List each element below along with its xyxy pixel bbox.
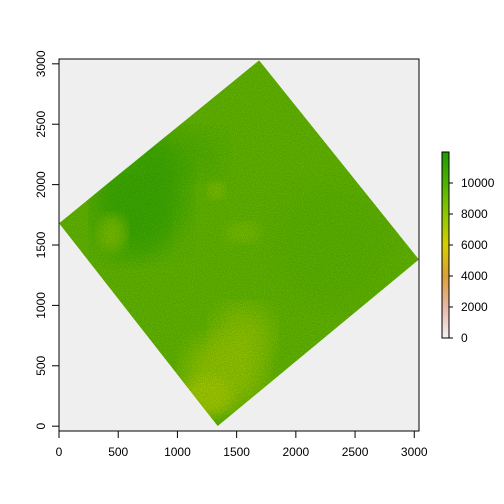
colorbar-tick-label: 4000 xyxy=(461,269,488,283)
x-tick-label: 1500 xyxy=(223,445,250,459)
y-axis: 0 500 1000 1500 2000 2500 3000 xyxy=(34,50,60,430)
colorbar-tick-label: 8000 xyxy=(461,207,488,221)
y-tick-label: 2500 xyxy=(34,111,48,138)
colorbar-tick-label: 10000 xyxy=(461,176,495,190)
colorbar: 0 2000 4000 6000 8000 10000 xyxy=(441,151,495,345)
colorbar-tick-label: 6000 xyxy=(461,238,488,252)
y-tick-label: 3000 xyxy=(34,50,48,77)
raster-texture xyxy=(59,60,419,427)
x-tick-label: 0 xyxy=(56,445,63,459)
colorbar-tick-label: 0 xyxy=(461,331,468,345)
x-tick-label: 1000 xyxy=(164,445,191,459)
colorbar-tick-label: 2000 xyxy=(461,300,488,314)
x-axis: 0 500 1000 1500 2000 2500 3000 xyxy=(56,430,428,459)
x-tick-label: 500 xyxy=(108,445,128,459)
y-tick-label: 1000 xyxy=(34,292,48,319)
y-tick-label: 1500 xyxy=(34,231,48,258)
y-tick-label: 0 xyxy=(34,423,48,430)
x-tick-label: 3000 xyxy=(401,445,428,459)
x-tick-label: 2000 xyxy=(282,445,309,459)
y-tick-label: 500 xyxy=(34,355,48,375)
y-tick-label: 2000 xyxy=(34,171,48,198)
x-tick-label: 2500 xyxy=(342,445,369,459)
colorbar-bar xyxy=(441,151,450,339)
raster-image xyxy=(59,60,419,427)
